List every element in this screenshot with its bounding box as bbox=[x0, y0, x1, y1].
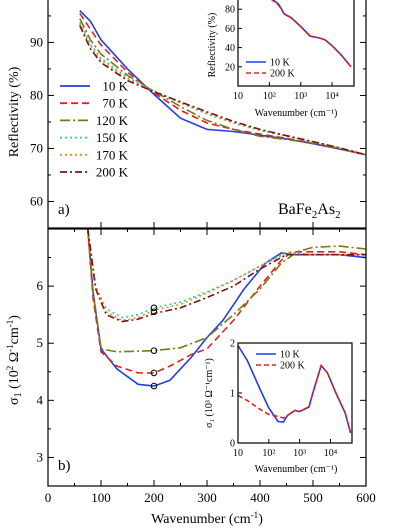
inset-reflectivity-line-200-k bbox=[270, 0, 352, 68]
inset-reflectivity-y-label: Reflectivity (%) bbox=[207, 13, 218, 78]
inset-conductivity-legend-label-10-k: 10 K bbox=[280, 350, 301, 361]
legend-label-150-k: 150 K bbox=[96, 130, 129, 145]
conductivity-line-70-k bbox=[87, 229, 366, 374]
compound-annotation: BaFe2As2 bbox=[278, 201, 341, 221]
temperature-legend: 10 K 70 K 120 K 150 K 170 K 200 K bbox=[60, 79, 129, 180]
inset-conductivity-y-tick-label: 2 bbox=[230, 339, 235, 350]
inset-conductivity-x-tick-label: 10² bbox=[262, 448, 275, 459]
reflectivity-y-tick-label: 90 bbox=[30, 34, 43, 49]
reflectivity-inset-frame bbox=[237, 0, 355, 87]
wavenumber-x-tick-label: 0 bbox=[45, 490, 52, 505]
inset-conductivity-x-label: Wavenumber (cm⁻¹) bbox=[255, 464, 338, 475]
wavenumber-axis-label: Wavenumber (cm-1) bbox=[151, 510, 263, 527]
legend-label-170-k: 170 K bbox=[96, 147, 129, 162]
wavenumber-x-tick-label: 300 bbox=[197, 490, 217, 505]
inset-reflectivity-y-tick-label: 20 bbox=[225, 62, 235, 73]
conductivity-y-axis-label: σ1 (102 Ω-1cm-1) bbox=[5, 315, 24, 405]
wavenumber-x-tick-label: 600 bbox=[356, 490, 376, 505]
wavenumber-x-tick-label: 100 bbox=[91, 490, 111, 505]
inset-conductivity-y-label: σ₁ (10³ Ω⁻¹cm⁻¹) bbox=[204, 358, 215, 428]
legend-label-70-k: 70 K bbox=[102, 96, 128, 111]
reflectivity-panel: 60 70 80 90 Reflectivity (%) a) BaFe2As2 10… bbox=[7, 0, 367, 229]
panel-a-label: a) bbox=[58, 202, 70, 218]
inset-reflectivity-x-tick-label: 10⁴ bbox=[325, 91, 339, 102]
conductivity-line-120-k bbox=[87, 229, 366, 353]
inset-conductivity-line-200-k bbox=[238, 363, 352, 434]
conductivity-marker-120-k bbox=[150, 347, 158, 354]
wavenumber-x-tick-label: 500 bbox=[303, 490, 323, 505]
reflectivity-y-tick-label: 80 bbox=[30, 87, 43, 102]
inset-reflectivity-y-tick-label: 60 bbox=[225, 24, 235, 35]
reflectivity-line-120-k bbox=[79, 18, 366, 156]
conductivity-marker-200-k bbox=[150, 308, 158, 316]
conductivity-line-150-k bbox=[87, 229, 366, 319]
legend-label-10-k: 10 K bbox=[102, 79, 128, 94]
conductivity-y-tick-label: 5 bbox=[37, 335, 44, 350]
reflectivity-line-200-k bbox=[79, 25, 366, 156]
inset-reflectivity-x-tick-label: 10³ bbox=[294, 91, 307, 102]
reflectivity-inset: 10 10² 10³ 10⁴ 20 40 60 80 Reflectivity (%) Wav… bbox=[207, 0, 355, 119]
reflectivity-y-axis-label: Reflectivity (%) bbox=[7, 66, 22, 157]
conductivity-y-tick-label: 3 bbox=[37, 449, 44, 464]
conductivity-marker-70-k bbox=[150, 369, 158, 377]
conductivity-line-200-k bbox=[87, 229, 366, 323]
inset-reflectivity-x-tick-label: 10 bbox=[233, 91, 243, 102]
inset-conductivity-legend-label-200-k: 200 K bbox=[280, 361, 306, 372]
wavenumber-x-tick-label: 200 bbox=[144, 490, 164, 505]
wavenumber-x-tick-label: 400 bbox=[250, 490, 270, 505]
inset-reflectivity-x-label: Wavenumber (cm⁻¹) bbox=[255, 108, 338, 119]
inset-legend-label-10-k: 10 K bbox=[270, 58, 291, 69]
conductivity-line-170-k bbox=[87, 229, 366, 322]
inset-conductivity-x-tick-label: 10 bbox=[233, 448, 243, 459]
panel-b-label: b) bbox=[58, 458, 71, 474]
conductivity-marker-10-k bbox=[150, 382, 158, 390]
inset-reflectivity-x-tick-label: 10² bbox=[263, 91, 276, 102]
reflectivity-y-tick-label: 70 bbox=[30, 140, 43, 155]
conductivity-y-tick-label: 6 bbox=[37, 278, 44, 293]
inset-conductivity-x-tick-label: 10³ bbox=[293, 448, 306, 459]
inset-conductivity-x-tick-label: 10⁴ bbox=[324, 448, 338, 459]
inset-conductivity-y-tick-label: 1 bbox=[230, 389, 235, 400]
inset-reflectivity-y-tick-label: 40 bbox=[225, 43, 235, 54]
inset-legend-label-200-k: 200 K bbox=[270, 69, 296, 80]
reflectivity-y-tick-label: 60 bbox=[30, 193, 43, 208]
conductivity-y-tick-label: 4 bbox=[37, 392, 44, 407]
legend-label-120-k: 120 K bbox=[96, 113, 129, 128]
conductivity-marker-150-k bbox=[150, 304, 158, 312]
conductivity-inset: 10 10² 10³ 10⁴ 0 1 2 σ₁ (10³ Ω⁻¹cm⁻¹) Wavenumb… bbox=[204, 339, 353, 475]
inset-conductivity-y-tick-label: 0 bbox=[230, 439, 235, 450]
legend-label-200-k: 200 K bbox=[96, 165, 129, 180]
inset-reflectivity-y-tick-label: 80 bbox=[225, 5, 235, 16]
